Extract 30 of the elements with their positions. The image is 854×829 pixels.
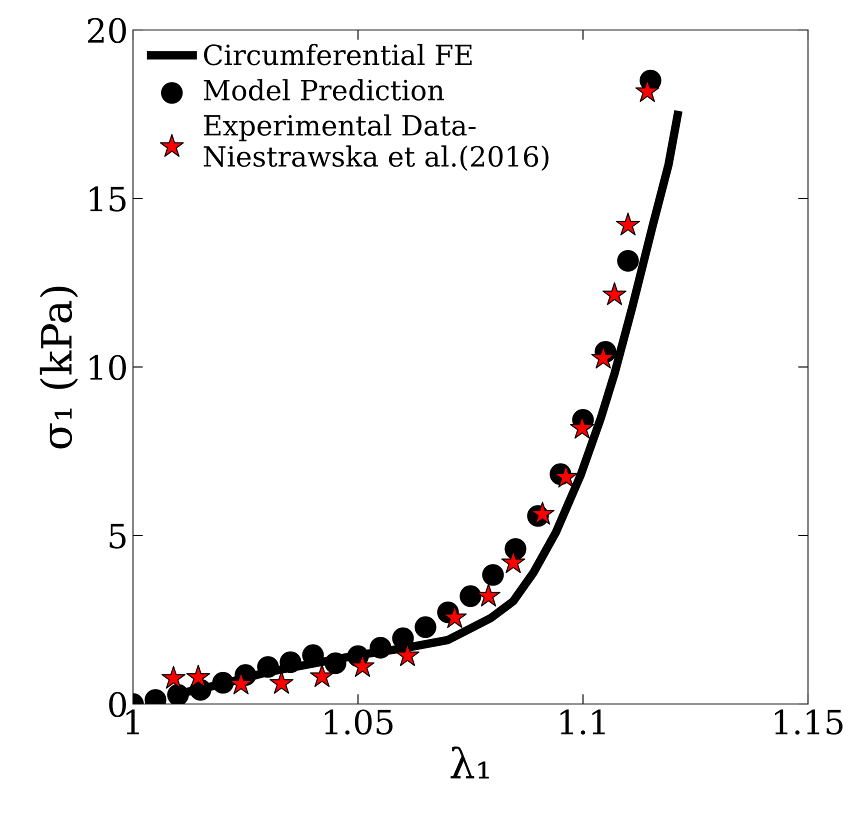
point	[324, 652, 346, 674]
point	[602, 282, 626, 306]
x-tick-label: 1	[126, 709, 139, 734]
y-tick-label: 0	[109, 692, 126, 718]
legend-label: Experimental Data- Niestrawska et al.(2016)	[204, 114, 548, 171]
point	[370, 636, 392, 659]
point	[482, 564, 504, 586]
point	[310, 664, 334, 687]
point	[162, 666, 186, 689]
point	[617, 250, 639, 272]
y-tick-label: 15	[90, 186, 126, 212]
point	[616, 212, 640, 236]
point	[167, 684, 189, 704]
y-tick-label: 20	[88, 18, 126, 44]
point	[280, 651, 302, 674]
x-tick-label: 1.05	[324, 709, 393, 735]
x-tick-label: 1.1	[560, 709, 605, 735]
point	[414, 616, 436, 638]
point	[212, 672, 234, 694]
legend-label: Model Prediction	[204, 79, 444, 101]
y-tick-label: 5	[110, 524, 126, 549]
point	[257, 656, 279, 678]
y-axis-title: σ₁ (kPa)	[40, 286, 78, 448]
y-tick-label: 10	[90, 354, 126, 380]
point	[530, 502, 554, 525]
point	[460, 585, 482, 608]
legend-label: Circumferential FE	[204, 44, 472, 66]
x-tick-label: 1.15	[774, 709, 843, 735]
point	[476, 584, 500, 606]
x-axis-title: λ₁	[450, 746, 489, 778]
